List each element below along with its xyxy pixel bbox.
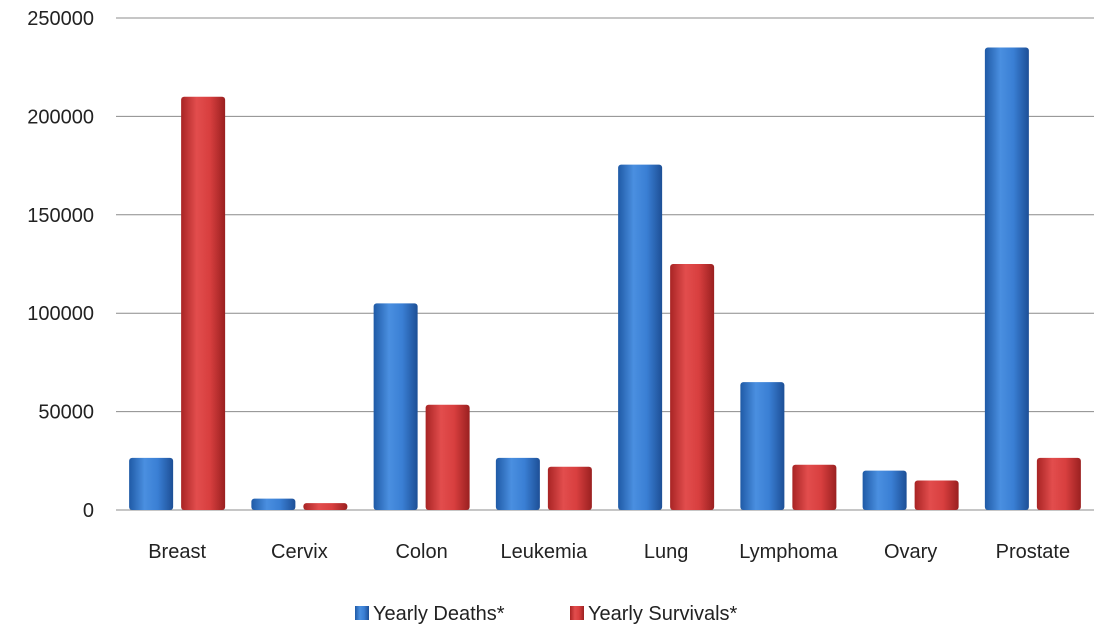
x-tick-label-cervix: Cervix [271, 541, 328, 563]
x-tick-label-lung: Lung [644, 541, 689, 563]
y-tick-label: 150000 [27, 205, 94, 227]
legend-item-deaths: Yearly Deaths* [355, 603, 505, 625]
y-tick-label: 250000 [27, 8, 94, 30]
x-tick-label-colon: Colon [395, 541, 447, 563]
bar-prostate-survivals [1036, 457, 1081, 510]
bar-cervix-survivals [303, 503, 348, 510]
legend-swatch-survivals [570, 606, 584, 620]
gridlines [116, 17, 1094, 511]
legend-label-survivals: Yearly Survivals* [588, 603, 738, 625]
legend: Yearly Deaths* Yearly Survivals* [355, 603, 738, 625]
y-tick-label: 100000 [27, 303, 94, 325]
y-tick-label: 50000 [38, 402, 94, 424]
x-tick-label-lymphoma: Lymphoma [739, 541, 838, 563]
bar-lung-survivals [670, 264, 715, 510]
bar-colon-deaths [373, 303, 418, 510]
legend-swatch-deaths [355, 606, 369, 620]
bar-leukemia-deaths [495, 457, 540, 510]
bar-lymphoma-survivals [792, 464, 837, 510]
bar-leukemia-survivals [547, 466, 592, 510]
bar-colon-survivals [425, 404, 470, 510]
axes: 0 50000 100000 150000 200000 250000 Breast Cerv… [27, 8, 1070, 563]
x-tick-label-leukemia: Leukemia [501, 541, 589, 563]
bar-lymphoma-deaths [740, 382, 785, 510]
legend-item-survivals: Yearly Survivals* [570, 603, 738, 625]
bars [129, 47, 1081, 511]
x-tick-label-ovary: Ovary [884, 541, 937, 563]
y-tick-label: 200000 [27, 106, 94, 128]
bar-prostate-deaths [984, 47, 1029, 511]
y-tick-label: 0 [83, 500, 94, 522]
x-tick-label-breast: Breast [148, 541, 206, 563]
bar-breast-survivals [181, 96, 226, 510]
bar-cervix-deaths [251, 498, 296, 510]
bar-lung-deaths [618, 164, 663, 510]
bar-ovary-deaths [862, 470, 907, 510]
bar-ovary-survivals [914, 480, 959, 510]
bar-breast-deaths [129, 457, 174, 510]
x-tick-label-prostate: Prostate [996, 541, 1070, 563]
legend-label-deaths: Yearly Deaths* [373, 603, 505, 625]
